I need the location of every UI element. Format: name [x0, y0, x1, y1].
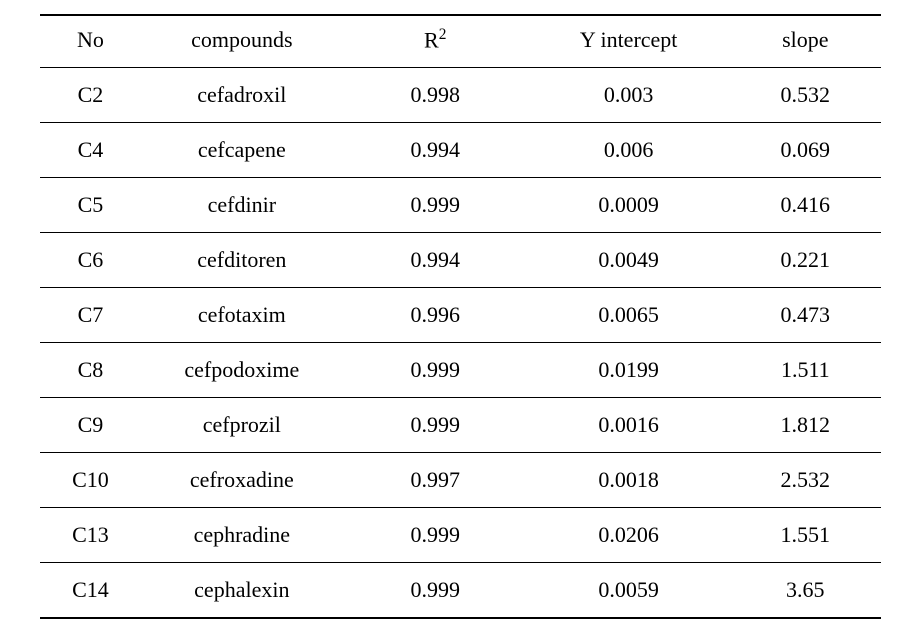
cell-no: C2	[40, 68, 141, 123]
cell-yintercept: 0.0065	[528, 288, 730, 343]
cell-yintercept: 0.0206	[528, 508, 730, 563]
cell-no: C8	[40, 343, 141, 398]
cell-yintercept: 0.0059	[528, 563, 730, 619]
table-row: C14 cephalexin 0.999 0.0059 3.65	[40, 563, 881, 619]
table-row: C13 cephradine 0.999 0.0206 1.551	[40, 508, 881, 563]
cell-r2: 0.999	[343, 178, 528, 233]
cell-compounds: cefpodoxime	[141, 343, 343, 398]
cell-r2: 0.997	[343, 453, 528, 508]
cell-r2: 0.998	[343, 68, 528, 123]
cell-slope: 0.069	[730, 123, 881, 178]
cell-r2: 0.994	[343, 123, 528, 178]
cell-no: C13	[40, 508, 141, 563]
cell-compounds: cephradine	[141, 508, 343, 563]
cell-no: C14	[40, 563, 141, 619]
cell-slope: 0.532	[730, 68, 881, 123]
cell-slope: 1.812	[730, 398, 881, 453]
cell-compounds: cephalexin	[141, 563, 343, 619]
cell-slope: 0.221	[730, 233, 881, 288]
cell-r2: 0.994	[343, 233, 528, 288]
cell-yintercept: 0.0049	[528, 233, 730, 288]
cell-yintercept: 0.003	[528, 68, 730, 123]
cell-r2: 0.999	[343, 343, 528, 398]
table-row: C8 cefpodoxime 0.999 0.0199 1.511	[40, 343, 881, 398]
page-container: No compounds R2 Y intercept slope C2 cef…	[0, 0, 921, 619]
cell-slope: 0.473	[730, 288, 881, 343]
table-row: C7 cefotaxim 0.996 0.0065 0.473	[40, 288, 881, 343]
cell-compounds: cefadroxil	[141, 68, 343, 123]
table-row: C4 cefcapene 0.994 0.006 0.069	[40, 123, 881, 178]
cell-compounds: cefcapene	[141, 123, 343, 178]
cell-slope: 0.416	[730, 178, 881, 233]
cell-yintercept: 0.0009	[528, 178, 730, 233]
table-row: C10 cefroxadine 0.997 0.0018 2.532	[40, 453, 881, 508]
cell-r2: 0.996	[343, 288, 528, 343]
cell-no: C7	[40, 288, 141, 343]
cell-no: C10	[40, 453, 141, 508]
cell-r2: 0.999	[343, 563, 528, 619]
cell-slope: 1.511	[730, 343, 881, 398]
cell-compounds: cefotaxim	[141, 288, 343, 343]
col-header-no: No	[40, 15, 141, 68]
col-header-compounds: compounds	[141, 15, 343, 68]
col-header-r2: R2	[343, 15, 528, 68]
cell-r2: 0.999	[343, 398, 528, 453]
cell-yintercept: 0.0199	[528, 343, 730, 398]
col-header-yintercept: Y intercept	[528, 15, 730, 68]
table-header-row: No compounds R2 Y intercept slope	[40, 15, 881, 68]
cell-yintercept: 0.0018	[528, 453, 730, 508]
data-table: No compounds R2 Y intercept slope C2 cef…	[40, 14, 881, 619]
table-row: C2 cefadroxil 0.998 0.003 0.532	[40, 68, 881, 123]
cell-yintercept: 0.0016	[528, 398, 730, 453]
cell-compounds: cefdinir	[141, 178, 343, 233]
cell-slope: 1.551	[730, 508, 881, 563]
cell-compounds: cefditoren	[141, 233, 343, 288]
cell-compounds: cefprozil	[141, 398, 343, 453]
cell-no: C6	[40, 233, 141, 288]
cell-compounds: cefroxadine	[141, 453, 343, 508]
cell-slope: 3.65	[730, 563, 881, 619]
cell-no: C9	[40, 398, 141, 453]
cell-no: C5	[40, 178, 141, 233]
cell-no: C4	[40, 123, 141, 178]
table-row: C5 cefdinir 0.999 0.0009 0.416	[40, 178, 881, 233]
cell-yintercept: 0.006	[528, 123, 730, 178]
cell-slope: 2.532	[730, 453, 881, 508]
cell-r2: 0.999	[343, 508, 528, 563]
table-row: C6 cefditoren 0.994 0.0049 0.221	[40, 233, 881, 288]
col-header-slope: slope	[730, 15, 881, 68]
table-row: C9 cefprozil 0.999 0.0016 1.812	[40, 398, 881, 453]
